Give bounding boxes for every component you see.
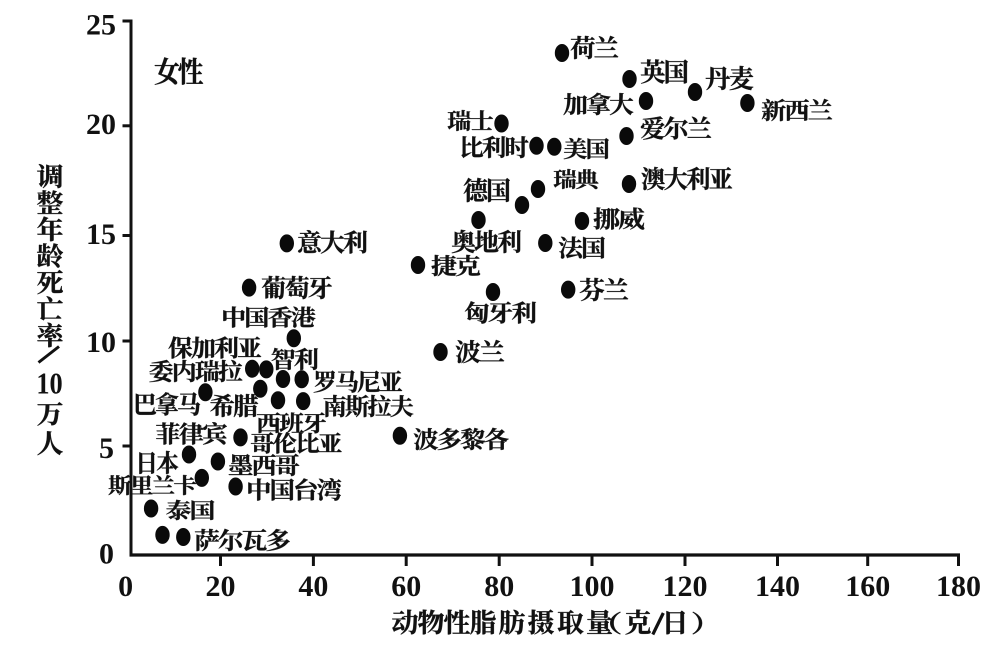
svg-text:5: 5: [99, 432, 114, 465]
svg-text:40: 40: [298, 570, 328, 603]
svg-text:10: 10: [86, 326, 116, 359]
svg-text:15: 15: [86, 218, 116, 251]
svg-text:20: 20: [206, 570, 236, 603]
svg-text:20: 20: [86, 108, 116, 141]
svg-text:80: 80: [484, 570, 514, 603]
svg-text:0: 0: [118, 570, 133, 603]
svg-text:140: 140: [755, 570, 800, 603]
svg-text:0: 0: [99, 538, 114, 571]
svg-text:180: 180: [936, 570, 981, 603]
svg-text:160: 160: [845, 570, 890, 603]
svg-text:10: 10: [36, 367, 62, 401]
svg-text:25: 25: [86, 8, 116, 41]
svg-text:60: 60: [391, 570, 421, 603]
svg-text:100: 100: [570, 570, 615, 603]
svg-text:120: 120: [663, 570, 708, 603]
